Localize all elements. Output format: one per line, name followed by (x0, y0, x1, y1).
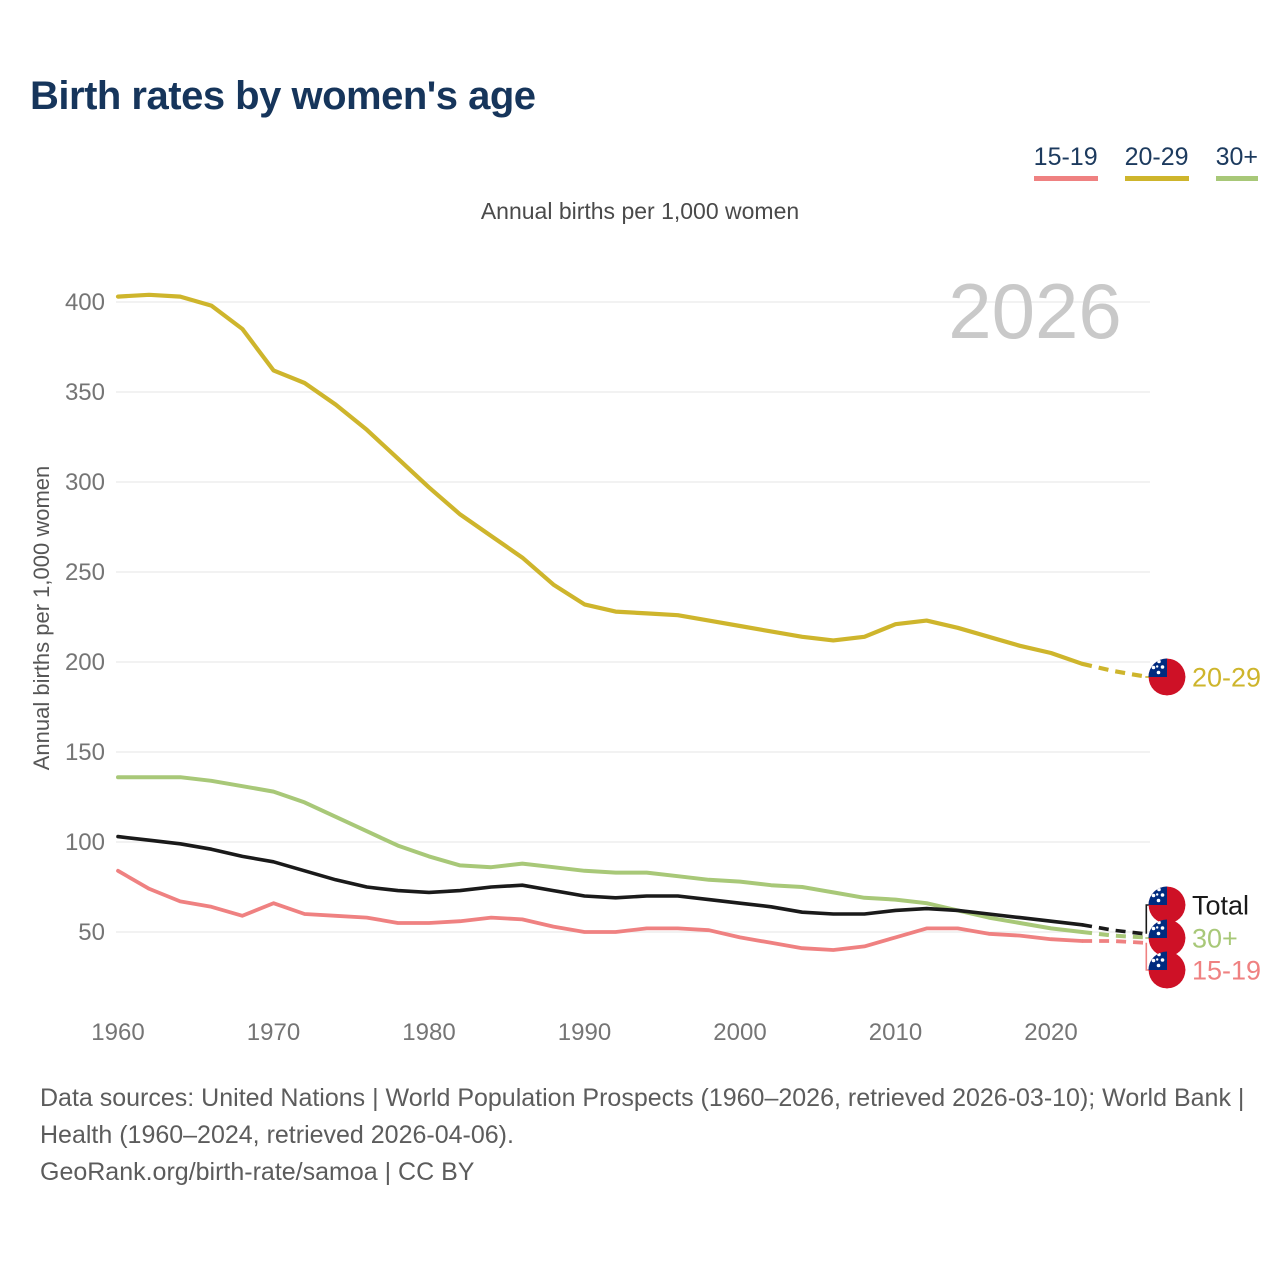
series-line-Total (116, 834, 1084, 927)
credit-link: GeoRank.org/birth-rate/samoa | CC BY (40, 1158, 475, 1186)
y-tick-label: 250 (65, 559, 105, 586)
series-projection-15-19 (1082, 939, 1145, 945)
samoa-flag-icon (1148, 886, 1186, 924)
legend: 15-19 20-29 30+ (1033, 143, 1258, 181)
y-tick-label: 100 (65, 829, 105, 856)
series-line-20-29 (115, 292, 1085, 666)
watermark-year: 2026 (948, 267, 1122, 355)
y-tick-label: 200 (65, 649, 105, 676)
y-tick-label: 50 (78, 919, 105, 946)
end-label-30+: 30+ (1192, 924, 1238, 954)
end-label-Total: Total (1192, 891, 1249, 921)
x-tick-label: 1970 (247, 1019, 300, 1046)
samoa-flag-icon (1148, 919, 1186, 957)
y-tick-label: 400 (65, 289, 105, 316)
series-projection-30+ (1081, 930, 1145, 940)
legend-item-30plus[interactable]: 30+ (1215, 143, 1258, 181)
samoa-flag-icon (1148, 951, 1186, 989)
end-label-connector-15-19 (1145, 942, 1149, 971)
y-tick-label: 350 (65, 379, 105, 406)
y-tick-label: 300 (65, 469, 105, 496)
y-tick-label: 150 (65, 739, 105, 766)
legend-item-15-19[interactable]: 15-19 (1033, 143, 1098, 181)
legend-item-20-29[interactable]: 20-29 (1124, 143, 1189, 181)
end-label-15-19: 15-19 (1192, 956, 1261, 986)
series-line-30+ (116, 775, 1085, 934)
series-line-15-19 (116, 868, 1084, 952)
x-tick-label: 1960 (91, 1019, 144, 1046)
page-title: Birth rates by women's age (30, 74, 536, 118)
chart-subtitle: Annual births per 1,000 women (480, 198, 800, 224)
end-label-connector-Total (1145, 904, 1149, 934)
series-projection-20-29 (1081, 661, 1145, 679)
footer: Data sources: United Nations | World Pop… (40, 1080, 1258, 1191)
data-sources-text: Data sources: United Nations | World Pop… (40, 1084, 1245, 1149)
end-label-20-29: 20-29 (1192, 663, 1261, 693)
x-tick-label: 2010 (869, 1019, 922, 1046)
x-tick-label: 2000 (713, 1019, 766, 1046)
x-tick-label: 1990 (558, 1019, 611, 1046)
x-tick-label: 1980 (402, 1019, 455, 1046)
samoa-flag-icon (1148, 658, 1186, 696)
x-tick-label: 2020 (1024, 1019, 1077, 1046)
series-projection-Total (1081, 923, 1145, 936)
